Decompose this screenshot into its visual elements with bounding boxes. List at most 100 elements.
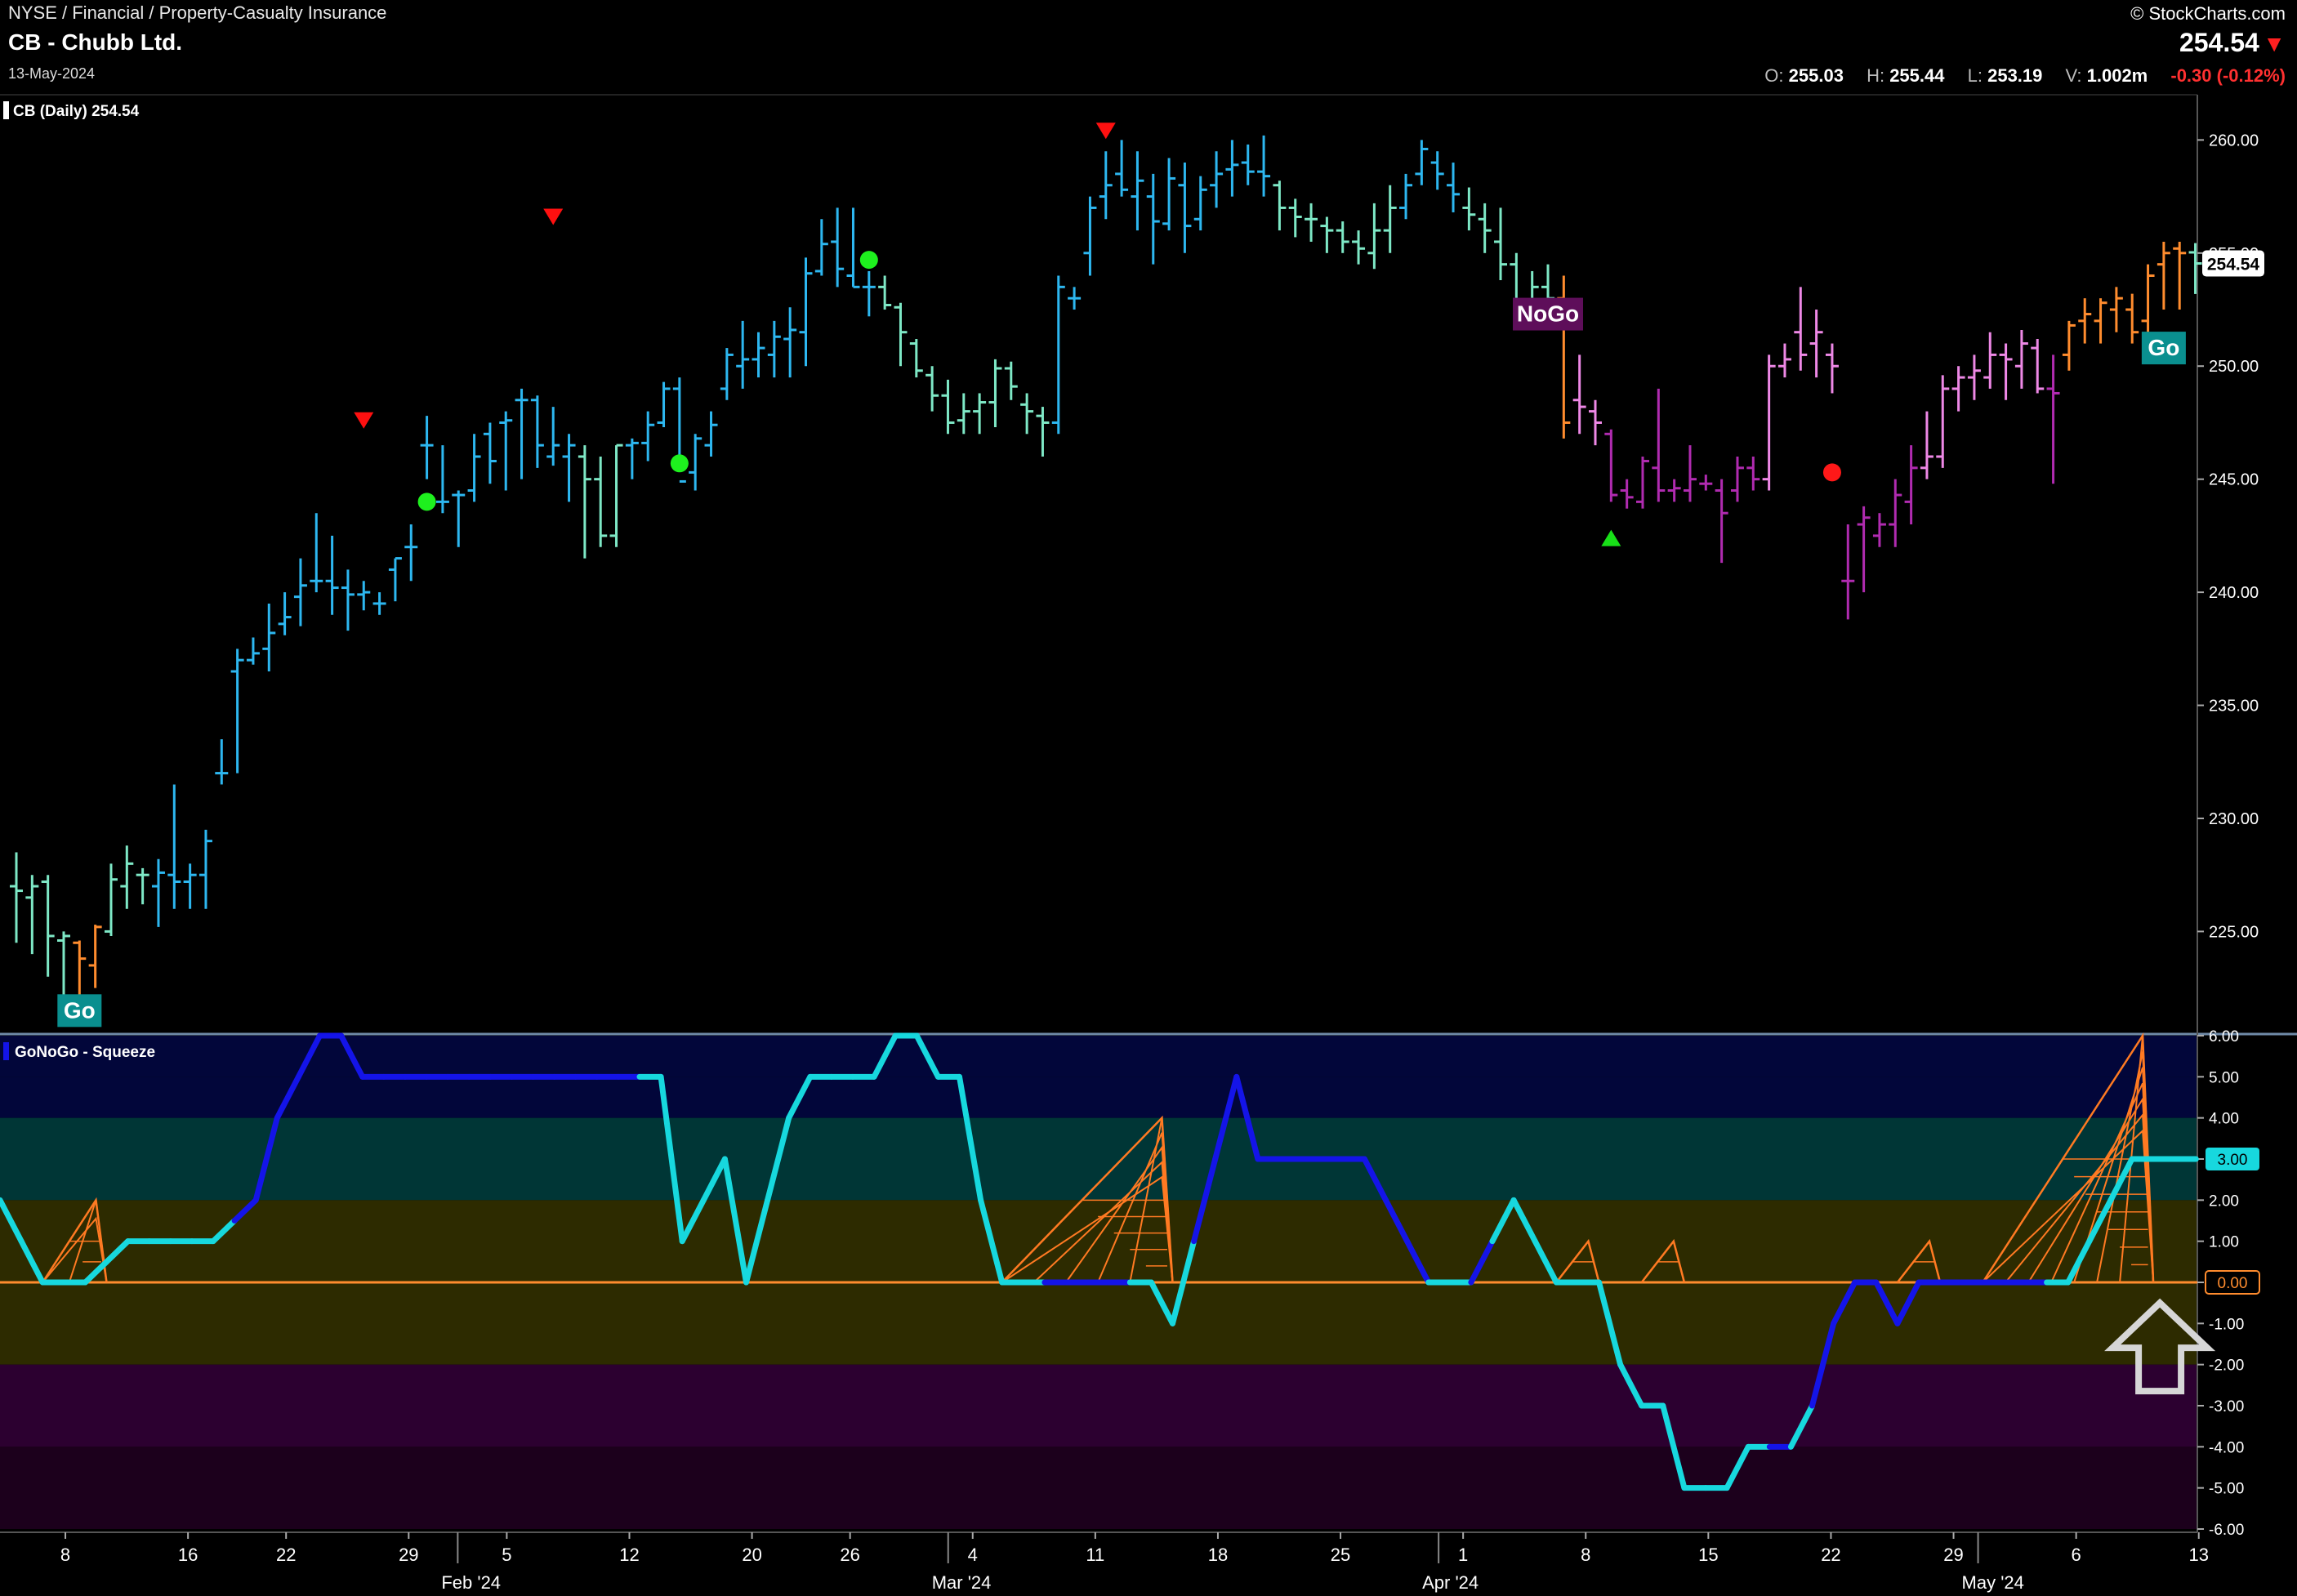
ohlc-bar [578, 445, 591, 559]
ohlc-bar [1951, 366, 1965, 412]
price-y-tick-label: 225.00 [2209, 923, 2259, 941]
x-tick-label: 22 [1821, 1545, 1840, 1565]
red-dot-marker [1822, 463, 1841, 482]
oscillator-y-tick-label: -1.00 [2209, 1316, 2244, 1333]
oscillator-band [0, 1447, 2197, 1529]
oscillator-segment [1510, 1197, 1538, 1245]
ohlc-bar [846, 207, 860, 288]
ohlc-bar [1225, 140, 1239, 197]
oscillator-segment [786, 1073, 814, 1121]
chart-title: CB - Chubb Ltd. [8, 29, 183, 55]
squeeze-outline [1001, 1115, 1174, 1283]
ohlc-bar [1620, 479, 1634, 509]
down-triangle-marker [543, 208, 564, 225]
ohlc-bar [1193, 176, 1207, 231]
ohlc-bar [1904, 445, 1918, 525]
ohlc-bar [293, 558, 307, 626]
price-panel-title: CB (Daily) 254.54 [3, 101, 140, 120]
ohlc-bar [862, 270, 876, 317]
ohlc-bar [1604, 429, 1618, 502]
price-bars [10, 135, 2202, 1005]
ohlc-bar [609, 444, 623, 547]
ohlc-bar [325, 535, 339, 615]
oscillator-segment [1361, 1156, 1389, 1203]
ohlc-bar [515, 388, 529, 479]
ohlc-bar [10, 852, 23, 943]
ohlc-bar [1794, 287, 1808, 371]
up-triangle-marker [1601, 529, 1621, 546]
brand-label[interactable]: © StockCharts.com [2130, 3, 2286, 24]
oscillator-segment [679, 1197, 707, 1245]
ohlc-bar [136, 867, 149, 905]
volume-label: V: [2065, 65, 2082, 86]
month-label: May '24 [1962, 1572, 2024, 1593]
oscillator-segment [0, 1197, 25, 1245]
ohlc-bar [1683, 445, 1697, 502]
low-value: 253.19 [1987, 65, 2043, 86]
ohlc-bar [1241, 144, 1255, 185]
oscillator-segment [1873, 1279, 1901, 1326]
ohlc-bar [388, 557, 402, 602]
ohlc-bar [1478, 203, 1492, 253]
ohlc-bar [1920, 411, 1933, 479]
ohlc-bar [1494, 207, 1508, 281]
ohlc-bar [278, 592, 292, 635]
squeeze-outline [1555, 1238, 1600, 1283]
ohlc-bar [594, 456, 608, 547]
signal-label: NoGo [1513, 297, 1584, 331]
chart-date: 13-May-2024 [8, 65, 96, 82]
oscillator-segment [82, 1259, 109, 1286]
ohlc-bar [1652, 388, 1666, 502]
ohlc-bar [2014, 329, 2028, 389]
ohlc-bar [183, 863, 197, 909]
ohlc-bar [2125, 293, 2139, 344]
ohlc-bar [151, 858, 165, 927]
squeeze-outline [1982, 1032, 2155, 1283]
x-tick-label: 29 [1943, 1545, 1963, 1565]
ohlc-bar [1383, 185, 1397, 253]
down-triangle-marker [354, 412, 374, 429]
oscillator-segment [252, 1115, 280, 1203]
oscillator-segment [1660, 1402, 1688, 1491]
oscillator-bands [0, 1036, 2197, 1529]
oscillator-panel-title: GoNoGo - Squeeze [3, 1042, 155, 1061]
x-tick-label: 8 [1581, 1545, 1590, 1565]
ohlc-bar [1746, 456, 1760, 491]
ohlc-bar [657, 381, 671, 427]
oscillator-segment [1596, 1279, 1624, 1368]
price-y-tick-label: 240.00 [2209, 584, 2259, 602]
price-y-tick-label: 245.00 [2209, 471, 2259, 489]
squeeze-line [1982, 1129, 2155, 1283]
ohlc-bar [1889, 479, 1902, 547]
ohlc-bar [1999, 343, 2013, 400]
ohlc-bar [341, 569, 355, 631]
ohlc-bar [467, 434, 481, 502]
oscillator-segment [1809, 1320, 1837, 1409]
zero-tag-text: 0.00 [2218, 1275, 2248, 1292]
oscillator-segment [1170, 1238, 1198, 1326]
oscillator-segment [1894, 1279, 1922, 1326]
squeeze-net [1640, 1238, 1686, 1283]
ohlc-bar [2031, 339, 2045, 394]
last-price-block: 254.54 ▼ [2179, 28, 2286, 58]
oscillator-tag-text: 3.00 [2218, 1152, 2248, 1169]
price-y-tick-label: 235.00 [2209, 698, 2259, 716]
oscillator-value-tag: 3.00 [2206, 1148, 2259, 1170]
ohlc-bar [167, 784, 181, 909]
ohlc-bar [420, 416, 434, 479]
ohlc-bar [56, 931, 70, 1005]
ohlc-bar [1983, 332, 1997, 389]
ohlc-bar [1777, 343, 1791, 378]
oscillator-y-tick-label: -6.00 [2209, 1522, 2244, 1539]
oscillator-segment [913, 1032, 941, 1080]
price-y-axis: 225.00230.00235.00240.00245.00250.00255.… [2197, 132, 2259, 941]
oscillator-segment [765, 1115, 792, 1203]
ohlc-bar [894, 302, 908, 367]
oscillator-segment [700, 1156, 728, 1203]
ohlc-bar [1730, 456, 1744, 502]
squeeze-net [1001, 1115, 1174, 1283]
ohlc-bar [2062, 320, 2076, 371]
green-dot-marker [859, 251, 878, 270]
ohlc-bar [262, 603, 276, 672]
